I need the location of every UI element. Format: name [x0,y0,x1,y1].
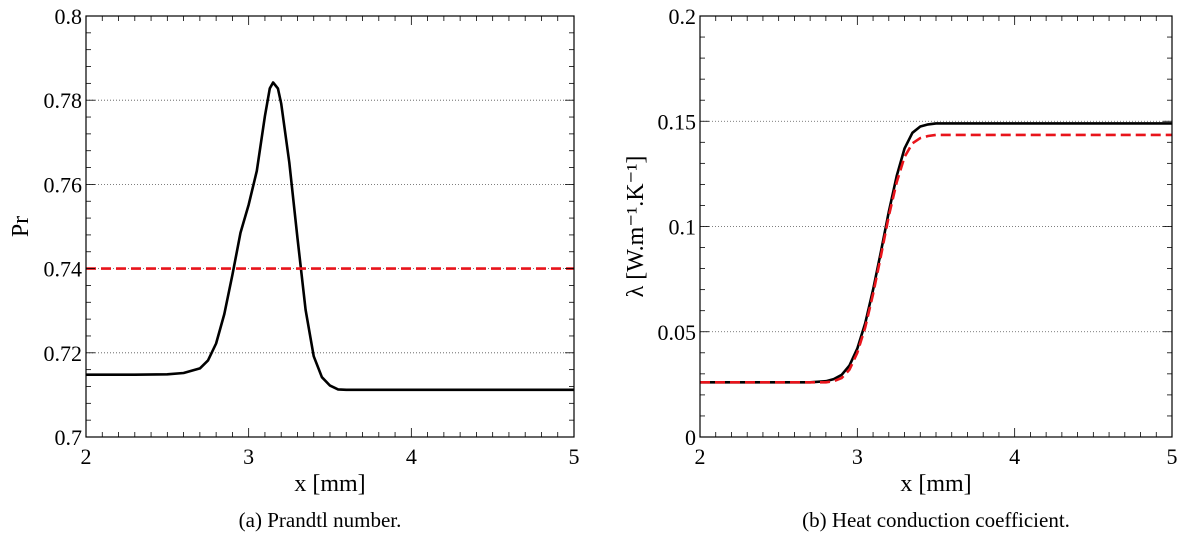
tick-marks [85,15,575,438]
y-tick-label: 0.05 [658,320,697,345]
panel-heat-conduction: 0 0.05 0.1 0.15 0.2 2 3 4 5 x [mm] λ [W.m⁻¹.K⁻¹… [623,4,1178,532]
x-axis-label: x [mm] [900,471,971,497]
x-tick-label: 5 [569,444,580,469]
y-axis-label: Pr [8,216,34,237]
panel-caption: (b) Heat conduction coefficient. [802,508,1070,532]
y-tick-label: 0.72 [44,341,83,366]
series-line-2 [700,133,1172,384]
y-tick-label: 0.1 [669,215,697,240]
y-tick-label: 0.78 [44,88,83,113]
x-tick-label: 3 [243,444,254,469]
x-tick-label: 4 [1009,444,1020,469]
y-tick-label: 0.7 [55,425,83,450]
y-tick-label: 0.74 [44,257,83,282]
y-tick-label: 0.8 [55,4,83,29]
x-tick-label: 2 [695,444,706,469]
x-tick-label: 5 [1167,444,1178,469]
panel-caption: (a) Prandtl number. [239,508,402,532]
x-tick-label: 2 [81,444,92,469]
series-line-1 [86,81,574,392]
y-tick-label: 0.2 [669,4,697,29]
series-line-1 [700,122,1172,384]
y-tick-labels: 0.7 0.72 0.74 0.76 0.78 0.8 [44,4,83,450]
y-axis-label: λ [W.m⁻¹.K⁻¹] [623,156,649,298]
x-tick-labels: 2 3 4 5 [695,444,1178,469]
y-tick-labels: 0 0.05 0.1 0.15 0.2 [658,4,697,450]
panel-prandtl: 0.7 0.72 0.74 0.76 0.78 0.8 2 3 4 5 x [mm] Pr (a… [8,4,580,532]
x-tick-label: 3 [852,444,863,469]
series-lines [86,81,574,392]
y-tick-label: 0 [685,425,696,450]
x-tick-label: 4 [406,444,417,469]
plot-frame [699,15,1173,438]
grid-lines [700,120,1172,333]
tick-marks [699,15,1173,438]
y-tick-label: 0.76 [44,172,83,197]
y-tick-label: 0.15 [658,109,697,134]
x-axis-label: x [mm] [294,471,365,497]
x-tick-labels: 2 3 4 5 [81,444,580,469]
series-lines [700,122,1172,384]
grid-lines [86,99,574,354]
